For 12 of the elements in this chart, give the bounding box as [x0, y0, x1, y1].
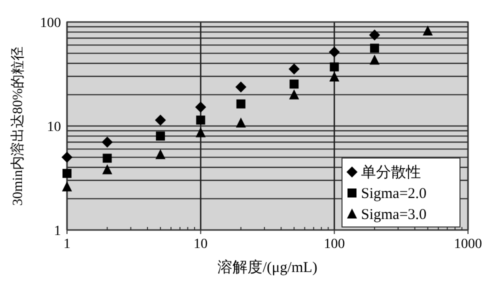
x-tick-label: 1000 [454, 237, 482, 252]
legend-label: 单分散性 [361, 164, 421, 181]
legend-label: Sigma=3.0 [361, 207, 427, 223]
y-axis-title: 30min内溶出达80%的粒径 [10, 46, 26, 206]
x-tick-label: 1 [64, 237, 70, 252]
x-tick-label: 10 [194, 237, 208, 252]
y-tick-label: 10 [47, 120, 61, 135]
legend-label: Sigma=2.0 [361, 186, 427, 202]
x-tick-label: 100 [324, 237, 345, 252]
y-tick-label: 1 [54, 224, 61, 239]
x-axis-title: 溶解度/(μg/mL) [218, 259, 318, 276]
y-tick-label: 100 [40, 16, 61, 31]
